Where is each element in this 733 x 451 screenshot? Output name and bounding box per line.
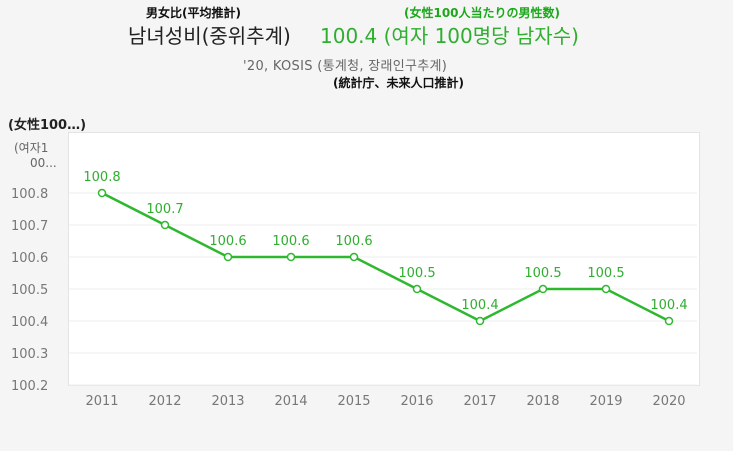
data-point: [286, 252, 296, 262]
x-tick-label: 2020: [652, 394, 685, 409]
x-tick-label: 2014: [274, 394, 307, 409]
x-tick-label: 2017: [463, 394, 496, 409]
headline-value: 100.4 (여자 100명당 남자수): [320, 24, 579, 48]
x-tick-label: 2011: [85, 394, 118, 409]
data-label: 100.4: [650, 298, 687, 313]
data-label: 100.5: [524, 266, 561, 281]
y-tick-label: 100.7: [11, 219, 48, 234]
data-point: [538, 284, 548, 294]
unit-label-jp: (女性100…): [8, 118, 87, 133]
data-label: 100.6: [209, 234, 246, 249]
kr-title: 남녀성비(중위추계): [128, 24, 291, 48]
x-tick-label: 2018: [526, 394, 559, 409]
y-tick-label: 100.3: [11, 347, 48, 362]
series-line: [101, 191, 670, 323]
jp-subtitle: (女性100人当たりの男性数): [404, 6, 561, 20]
data-label: 100.5: [587, 266, 624, 281]
data-point: [412, 284, 422, 294]
unit-label-kr-1: (여자1: [14, 141, 49, 155]
data-point: [601, 284, 611, 294]
x-tick-label: 2013: [211, 394, 244, 409]
data-point: [160, 220, 170, 230]
data-label: 100.6: [272, 234, 309, 249]
data-label: 100.5: [398, 266, 435, 281]
data-point: [97, 188, 107, 198]
y-tick-label: 100.2: [11, 379, 48, 394]
y-tick-label: 100.6: [11, 251, 48, 266]
y-tick-label: 100.5: [11, 283, 48, 298]
x-tick-label: 2016: [400, 394, 433, 409]
x-tick-label: 2019: [589, 394, 622, 409]
data-label: 100.8: [83, 170, 120, 185]
data-point: [349, 252, 359, 262]
y-tick-label: 100.8: [11, 187, 48, 202]
data-point: [223, 252, 233, 262]
x-tick-label: 2012: [148, 394, 181, 409]
data-point: [664, 316, 674, 326]
unit-label-kr-2: 00...: [30, 156, 57, 170]
data-label: 100.4: [461, 298, 498, 313]
x-tick-label: 2015: [337, 394, 370, 409]
source-jp: (統計庁、未来人口推計): [333, 76, 464, 90]
data-label: 100.6: [335, 234, 372, 249]
plot-area: [68, 132, 700, 386]
data-point: [475, 316, 485, 326]
source-kr: '20, KOSIS (통계청, 장래인구추계): [243, 59, 448, 74]
data-label: 100.7: [146, 202, 183, 217]
y-tick-label: 100.4: [11, 315, 48, 330]
jp-title: 男女比(平均推計): [146, 6, 241, 20]
